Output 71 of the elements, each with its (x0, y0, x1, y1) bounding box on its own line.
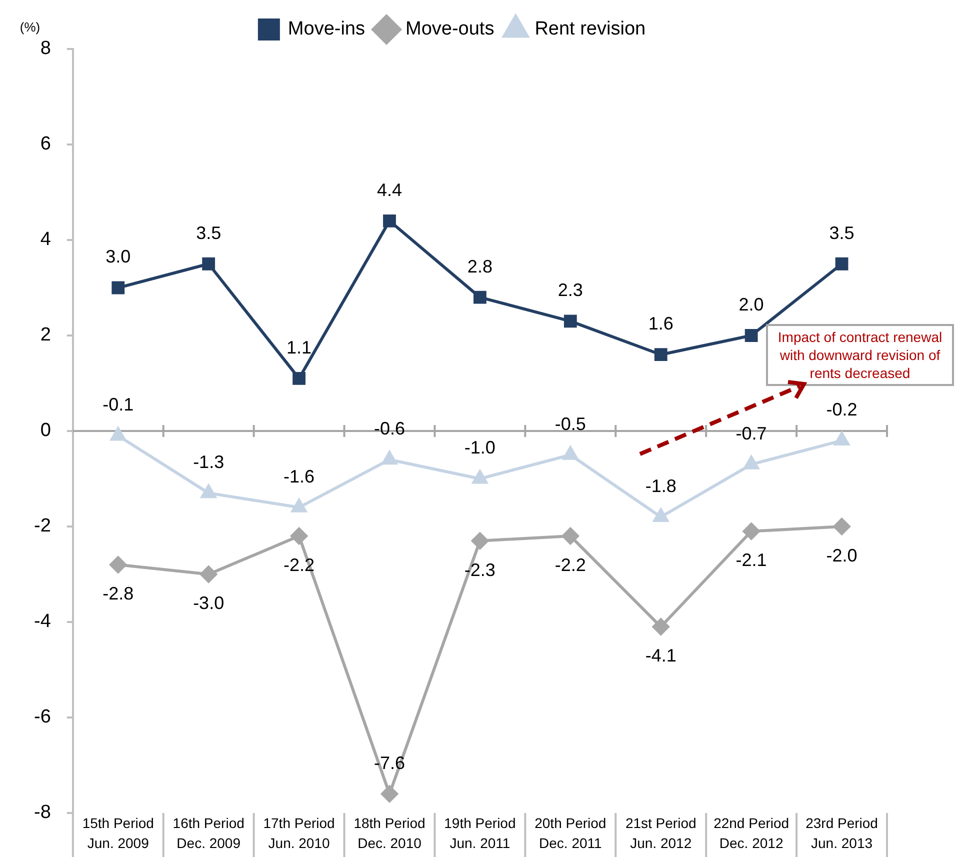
y-axis-title: (%) (20, 20, 40, 35)
point (110, 556, 127, 574)
data-label: 4.4 (376, 180, 402, 200)
legend-label: Move-outs (405, 18, 494, 40)
point (474, 290, 486, 304)
data-label: -0.5 (554, 414, 586, 434)
point (835, 257, 848, 270)
x-tick-label: 22nd Period Dec. 2012 (714, 814, 790, 851)
y-tick-label: -6 (34, 706, 51, 728)
data-label: -1.8 (645, 476, 676, 496)
x-tick-label: 18th Period Dec. 2010 (354, 814, 426, 851)
point (383, 214, 396, 228)
data-label: -0.2 (826, 400, 858, 420)
data-label: 3.0 (106, 246, 131, 267)
data-label: 2.0 (738, 294, 764, 314)
point (652, 618, 670, 636)
point (562, 528, 579, 545)
x-tick-label: 20th Period Dec. 2011 (534, 814, 606, 851)
y-tick-label: 4 (40, 229, 52, 250)
data-label: 3.5 (196, 222, 222, 243)
legend-label: Rent revision (534, 18, 646, 40)
y-tick-label: 2 (40, 324, 51, 346)
data-label: -2.2 (554, 555, 586, 576)
point (290, 528, 308, 545)
data-label: 2.8 (467, 256, 492, 276)
data-label: -3.0 (193, 593, 224, 614)
data-label: 3.5 (829, 222, 854, 243)
y-tick-label: 0 (40, 420, 51, 442)
data-label: -1.0 (464, 438, 496, 458)
annotation: Impact of contract renewal with downward revision of rents decreased (766, 324, 954, 386)
y-tick-label: -8 (34, 802, 51, 824)
y-tick-label: -2 (34, 516, 51, 537)
data-label: 1.6 (648, 314, 674, 334)
x-tick-label: 19th Period Jun. 2011 (444, 814, 516, 851)
legend-label: Move-ins (288, 18, 365, 40)
point (202, 257, 216, 270)
data-label: -0.7 (736, 423, 767, 444)
point (654, 348, 668, 362)
y-tick-label: 6 (40, 134, 51, 155)
point (742, 522, 760, 540)
y-tick-label: -4 (34, 611, 52, 632)
x-tick-label: 23rd Period Jun. 2013 (806, 814, 878, 851)
data-label: -4.1 (645, 646, 676, 666)
data-label: -0.1 (102, 394, 134, 415)
data-label: -2.3 (464, 560, 496, 580)
point (112, 281, 125, 294)
data-label: -2.8 (102, 584, 134, 604)
point (564, 314, 577, 328)
point (201, 484, 216, 498)
point (744, 329, 758, 342)
x-tick-label: 17th Period Jun. 2010 (263, 814, 335, 851)
data-label: -2.0 (826, 545, 858, 566)
point (380, 785, 398, 802)
y-tick-label: 8 (40, 38, 51, 60)
data-label: 2.3 (558, 280, 583, 300)
x-tick-label: 16th Period Dec. 2009 (172, 814, 244, 851)
data-label: 1.1 (286, 337, 312, 358)
point (833, 518, 850, 535)
data-label: -7.6 (374, 752, 406, 773)
point (292, 372, 306, 385)
point (471, 532, 488, 550)
point (382, 451, 398, 465)
point (200, 566, 218, 583)
data-label: -1.6 (284, 466, 315, 486)
data-label: -0.6 (374, 418, 406, 439)
x-tick-label: 15th Period Jun. 2009 (82, 814, 154, 851)
data-label: -2.1 (736, 550, 767, 570)
data-label: -2.2 (284, 555, 315, 576)
point (834, 432, 850, 446)
data-label: -1.3 (193, 452, 224, 472)
x-tick-label: 21st Period Jun. 2012 (625, 814, 696, 851)
